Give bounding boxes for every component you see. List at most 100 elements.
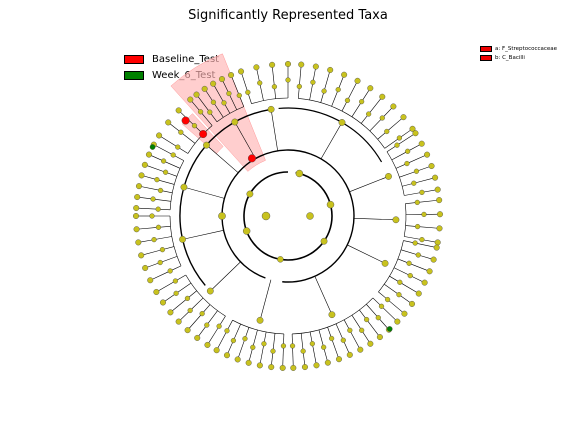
taxon-node [367, 85, 374, 92]
taxon-node [359, 327, 365, 333]
branch [408, 263, 430, 272]
taxon-node [175, 107, 182, 114]
taxon-node [175, 318, 182, 325]
taxon-node [426, 268, 433, 275]
taxon-node [221, 100, 227, 106]
taxon-node [375, 315, 381, 321]
taxon-node [226, 90, 232, 97]
branch [386, 116, 404, 132]
taxon-node [167, 309, 174, 316]
week6-node [386, 326, 393, 332]
taxon-node [321, 344, 327, 350]
taxon-node [285, 61, 292, 68]
ring-arc-order [278, 107, 383, 163]
branch [318, 329, 324, 348]
taxon-node [141, 161, 148, 168]
clade-key-legend: a: F_Streptococcaceae b: C_Bacilli [480, 44, 557, 62]
taxon-node [218, 212, 226, 220]
taxon-node [414, 223, 421, 230]
branch-arc [298, 98, 385, 149]
taxon-node [289, 343, 296, 349]
taxon-node [210, 80, 217, 87]
branch [384, 137, 400, 149]
clade-key-b-swatch [480, 54, 492, 61]
branch [393, 267, 411, 276]
taxon-node [279, 364, 286, 371]
branch [349, 176, 389, 193]
branch-arc [292, 297, 374, 335]
taxon-node [180, 183, 188, 191]
taxon-node [298, 61, 305, 68]
taxon-node [170, 152, 176, 158]
taxon-node [432, 174, 439, 181]
taxon-node [290, 364, 297, 371]
taxon-node [306, 212, 314, 220]
taxon-node [419, 237, 425, 243]
branch [233, 323, 241, 341]
branch [404, 236, 422, 240]
taxon-node [367, 340, 374, 347]
taxon-node [296, 83, 302, 90]
taxon-node [379, 115, 385, 121]
taxon-node [392, 216, 400, 224]
taxon-node [187, 307, 193, 314]
branch [259, 279, 272, 321]
branch [153, 198, 171, 202]
taxon-node [133, 205, 140, 212]
branch [252, 329, 258, 348]
branch [212, 83, 225, 104]
legend-item-baseline: Baseline_Test [124, 51, 219, 67]
taxon-node [184, 295, 191, 301]
branch [187, 313, 203, 331]
taxon-node [149, 213, 155, 219]
week6-node [149, 144, 156, 150]
taxon-node [236, 92, 242, 99]
branch [160, 256, 178, 263]
branch [138, 185, 161, 191]
taxon-node [187, 96, 194, 103]
taxon-node [405, 148, 411, 154]
taxon-node [409, 125, 416, 132]
branch [213, 102, 224, 118]
taxon-node [327, 66, 334, 73]
taxon-node [419, 189, 425, 195]
taxon-node [414, 199, 420, 206]
branch [183, 186, 225, 199]
taxon-node [428, 163, 435, 170]
taxon-node [142, 264, 149, 271]
branch [154, 236, 172, 240]
taxon-node [204, 322, 210, 328]
taxon-node [197, 109, 204, 115]
taxon-node [160, 158, 167, 164]
branch [351, 315, 362, 331]
clade-key-b-label: b: C_Bacilli [495, 54, 525, 61]
taxon-node [256, 316, 264, 324]
taxon-node [207, 109, 213, 115]
taxon-node [155, 224, 162, 230]
branch [141, 249, 163, 256]
taxon-node [396, 292, 402, 298]
taxon-node [409, 300, 416, 307]
taxon-node [430, 256, 437, 263]
taxon-node [162, 169, 169, 175]
branch [347, 244, 386, 264]
branch [347, 80, 358, 101]
taxon-node [321, 88, 327, 94]
branch [323, 69, 331, 92]
branch-arc [185, 274, 226, 317]
branch [387, 299, 405, 314]
taxon-node [156, 132, 163, 139]
taxon-node [167, 268, 173, 274]
branch [210, 261, 241, 292]
taxon-node [242, 336, 248, 342]
taxon-node [157, 187, 164, 194]
taxon-node [238, 68, 245, 75]
taxon-node [385, 173, 392, 180]
taxon-node [218, 76, 225, 83]
taxon-node [424, 151, 431, 158]
branch [368, 96, 383, 115]
taxon-node [381, 259, 389, 267]
branch [200, 111, 213, 126]
taxon-node [390, 103, 397, 110]
taxon-node [165, 119, 172, 126]
